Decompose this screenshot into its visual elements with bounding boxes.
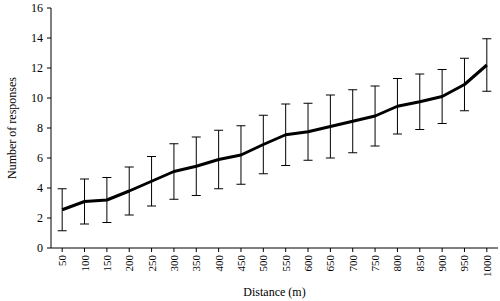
x-tick (106, 248, 107, 252)
x-tick-label: 250 (146, 255, 158, 272)
chart-svg: 0 2 4 6 8 10 12 14 16 50 100 150 200 250 300 350 400 450 5… (0, 0, 500, 301)
x-tick-label: 100 (79, 255, 91, 272)
y-tick (47, 98, 51, 99)
x-axis-label: Distance (m) (243, 285, 305, 299)
y-tick (47, 158, 51, 159)
x-tick (486, 248, 487, 252)
x-tick-label: 300 (168, 255, 180, 272)
y-tick (47, 188, 51, 189)
x-tick (308, 248, 309, 252)
y-axis-label: Number of responses (5, 77, 19, 179)
x-tick (84, 248, 85, 252)
x-tick (397, 248, 398, 252)
y-tick-label: 4 (37, 181, 43, 195)
x-tick (285, 248, 286, 252)
y-tick (47, 38, 51, 39)
x-tick-label: 500 (257, 255, 269, 272)
x-tick (196, 248, 197, 252)
x-tick-label: 650 (324, 255, 336, 272)
x-tick-label: 850 (414, 255, 426, 272)
x-tick (352, 248, 353, 252)
x-tick-label: 750 (369, 255, 381, 272)
x-tick-label: 350 (190, 255, 202, 272)
x-tick-label: 600 (302, 255, 314, 272)
y-tick (47, 218, 51, 219)
data-line (62, 65, 487, 210)
x-tick (173, 248, 174, 252)
y-tick-label: 14 (31, 31, 43, 45)
x-tick-label: 50 (56, 255, 68, 267)
x-tick-label: 900 (436, 255, 448, 272)
y-tick-label: 0 (37, 241, 43, 255)
x-tick-label: 400 (213, 255, 225, 272)
x-tick (464, 248, 465, 252)
x-axis (51, 248, 498, 249)
y-tick (47, 8, 51, 9)
y-tick (47, 128, 51, 129)
x-tick (129, 248, 130, 252)
x-tick (330, 248, 331, 252)
x-tick-label: 200 (123, 255, 135, 272)
x-tick (263, 248, 264, 252)
x-tick-label: 950 (458, 255, 470, 272)
x-tick (240, 248, 241, 252)
x-tick-label: 700 (347, 255, 359, 272)
x-tick (218, 248, 219, 252)
y-tick-label: 8 (37, 121, 43, 135)
x-tick (151, 248, 152, 252)
x-tick (442, 248, 443, 252)
x-tick (375, 248, 376, 252)
y-tick-label: 16 (31, 1, 43, 15)
plot-area (58, 39, 492, 231)
y-tick-label: 6 (37, 151, 43, 165)
x-tick (62, 248, 63, 252)
chart: 0 2 4 6 8 10 12 14 16 50 100 150 200 250 300 350 400 450 5… (0, 0, 500, 301)
y-tick-label: 2 (37, 211, 43, 225)
x-tick (419, 248, 420, 252)
y-tick-label: 12 (31, 61, 43, 75)
x-tick-label: 550 (280, 255, 292, 272)
x-tick-label: 1000 (481, 255, 493, 278)
y-tick (47, 68, 51, 69)
y-tick-label: 10 (31, 91, 43, 105)
x-tick-label: 800 (391, 255, 403, 272)
y-tick (47, 248, 51, 249)
x-tick-label: 150 (101, 255, 113, 272)
x-tick-label: 450 (235, 255, 247, 272)
